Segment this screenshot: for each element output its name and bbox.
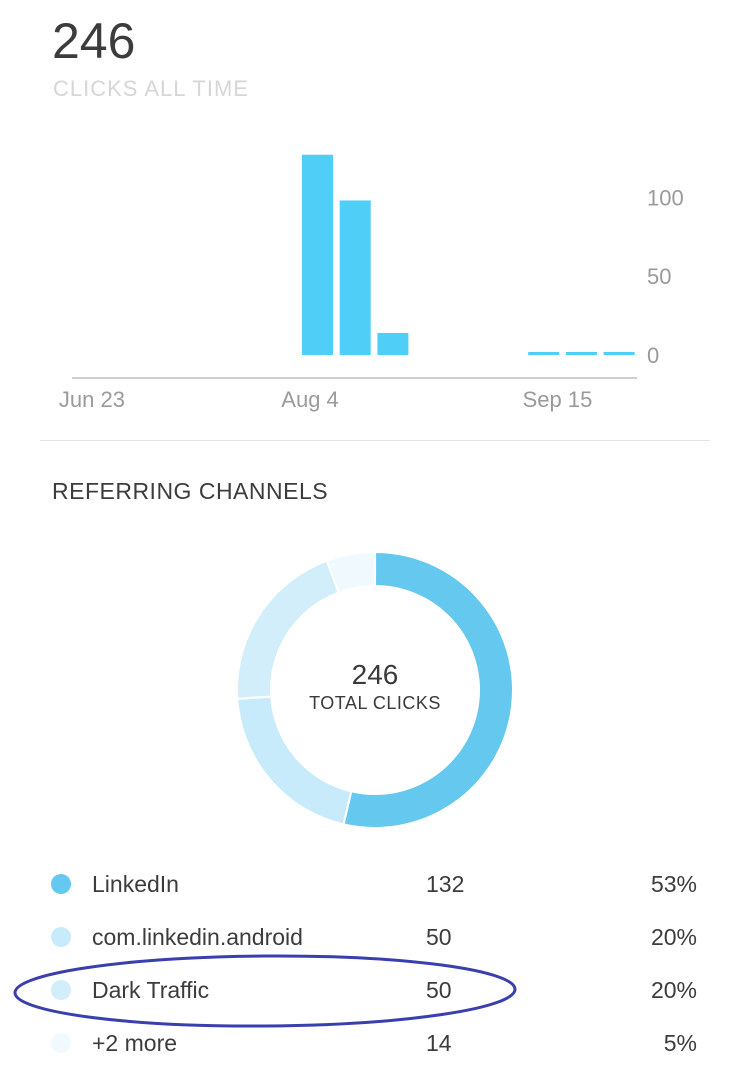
referring-channels-title: REFERRING CHANNELS [52,478,329,504]
channel-name: Dark Traffic [92,977,210,1003]
bar-1[interactable] [339,200,371,355]
x-tick-label: Aug 4 [281,387,339,412]
referring-channels-donut [236,550,514,829]
channel-name: LinkedIn [92,871,179,897]
y-tick-label: 50 [647,264,671,289]
channel-count: 132 [426,871,465,897]
channel-row-linkedin-android[interactable]: com.linkedin.android 50 20% [40,911,710,964]
donut-slice-1[interactable] [236,695,353,826]
channel-row-dark-traffic[interactable]: Dark Traffic 50 20% [40,964,710,1017]
more-color-dot [51,1033,71,1053]
bar-5[interactable] [603,352,635,355]
donut-slice-0[interactable] [342,550,514,829]
donut-total-value: 246 [351,659,399,690]
x-tick-label: Jun 23 [59,387,125,412]
y-tick-label: 100 [647,185,684,210]
clicks-bar-chart: 0 50 100 Jun 23 Aug 4 Sep 15 [59,154,684,412]
channel-count: 50 [426,977,452,1003]
channel-row-linkedin[interactable]: LinkedIn 132 53% [40,858,710,911]
bar-2[interactable] [377,332,409,355]
bar-4[interactable] [565,352,597,355]
x-tick-label: Sep 15 [523,387,593,412]
channel-name: +2 more [92,1030,178,1056]
donut-slice-3[interactable] [325,550,377,594]
channel-count: 14 [426,1030,452,1056]
total-clicks-value: 246 [52,13,136,69]
channel-percent: 20% [650,924,697,950]
linkedin-color-dot [51,874,71,894]
channel-legend: LinkedIn 132 53% com.linkedin.android 50… [40,858,710,1070]
channel-percent: 53% [650,871,697,897]
bar-3[interactable] [528,352,560,355]
donut-total-label: TOTAL CLICKS [309,692,441,713]
total-clicks-label: CLICKS ALL TIME [53,76,249,101]
y-tick-label: 0 [647,343,659,368]
dark-traffic-color-dot [51,980,71,1000]
channel-percent: 5% [663,1030,697,1056]
section-divider [40,440,710,441]
donut-center: 246 TOTAL CLICKS [275,659,475,714]
android-color-dot [51,927,71,947]
channel-count: 50 [426,924,452,950]
bar-0[interactable] [302,154,333,355]
channel-name: com.linkedin.android [92,924,303,950]
channel-percent: 20% [650,977,697,1003]
channel-row-more[interactable]: +2 more 14 5% [40,1017,710,1070]
